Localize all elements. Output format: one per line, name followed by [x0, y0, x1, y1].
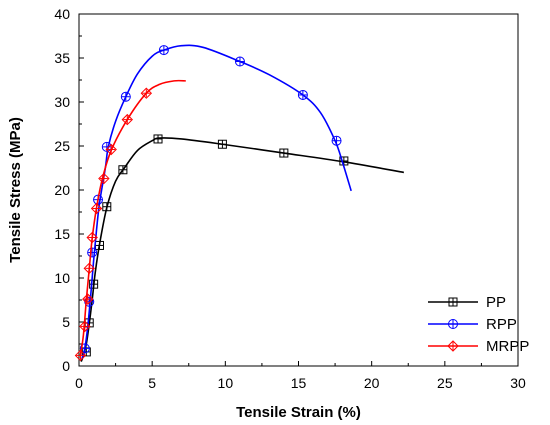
- marker-diamond-shape: [90, 202, 103, 215]
- x-tick-label: 30: [510, 375, 526, 391]
- data-point-mrpp: [140, 87, 153, 99]
- data-point-rpp: [120, 91, 131, 102]
- y-tick-label: 40: [54, 6, 70, 22]
- legend-item-pp: PP: [428, 294, 506, 311]
- legend-marker-pp: [448, 297, 458, 307]
- legend-label-rpp: RPP: [486, 316, 517, 333]
- x-tick-label: 5: [148, 375, 156, 391]
- data-point-rpp: [297, 89, 308, 100]
- marker-circle-shape: [79, 343, 90, 354]
- data-point-mrpp: [79, 320, 91, 333]
- plot-frame: [78, 13, 519, 367]
- x-tick-label: 15: [291, 375, 307, 391]
- y-axis-title: Tensile Stress (MPa): [7, 117, 24, 263]
- legend: PP RPP MRPP: [428, 294, 529, 355]
- marker-circle-shape: [234, 56, 245, 67]
- x-axis-title: Tensile Strain (%): [236, 404, 361, 421]
- series-line-pp: [80, 137, 404, 362]
- data-point-pp: [118, 165, 128, 175]
- x-axis: 0 5 10 15 20 25 30: [75, 361, 526, 391]
- marker-circle-shape: [120, 91, 131, 102]
- plot-area: 0 5 10 15 20 25 30 0 5 10 15 20 25 30 35 40: [54, 6, 526, 391]
- y-tick-label: 30: [54, 94, 70, 110]
- y-tick-label: 10: [54, 270, 70, 286]
- y-tick-label: 35: [54, 50, 70, 66]
- data-point-pp: [217, 139, 227, 149]
- marker-diamond-shape: [447, 340, 459, 352]
- data-point-rpp: [234, 56, 245, 67]
- y-tick-label: 0: [62, 358, 70, 374]
- x-tick-label: 25: [437, 375, 453, 391]
- marker-diamond-shape: [86, 231, 98, 244]
- data-point-mrpp: [83, 262, 95, 275]
- marker-diamond-shape: [83, 262, 95, 275]
- data-point-mrpp: [90, 202, 103, 215]
- marker-diamond-shape: [74, 349, 87, 362]
- x-tick-label: 0: [75, 375, 83, 391]
- data-point-pp: [153, 134, 163, 144]
- data-point-rpp: [158, 45, 169, 56]
- legend-item-mrpp: MRPP: [428, 338, 529, 355]
- data-point-rpp: [87, 247, 98, 258]
- series-mrpp: [74, 79, 186, 362]
- series-pp: [80, 134, 404, 362]
- series-layer: [74, 44, 404, 362]
- y-tick-label: 15: [54, 226, 70, 242]
- y-tick-label: 5: [62, 314, 70, 330]
- marker-diamond-shape: [121, 113, 133, 126]
- data-point-pp: [102, 202, 112, 212]
- marker-diamond-shape: [98, 172, 110, 185]
- data-point-mrpp: [86, 231, 98, 244]
- data-point-mrpp: [74, 349, 87, 362]
- marker-circle-shape: [297, 89, 308, 100]
- data-point-pp: [279, 148, 289, 158]
- y-axis: 0 5 10 15 20 25 30 35 40: [54, 6, 84, 374]
- legend-label-mrpp: MRPP: [486, 338, 529, 355]
- series-line-rpp: [81, 44, 352, 360]
- legend-item-rpp: RPP: [428, 316, 517, 333]
- marker-diamond-shape: [140, 87, 153, 99]
- legend-marker-mrpp: [447, 340, 459, 352]
- data-point-mrpp: [82, 293, 94, 305]
- marker-circle-shape: [158, 45, 169, 56]
- data-point-mrpp: [98, 172, 110, 185]
- data-point-mrpp: [121, 113, 133, 126]
- marker-circle-shape: [87, 247, 98, 258]
- marker-diamond-shape: [105, 143, 117, 156]
- data-point-pp: [94, 240, 104, 250]
- data-point-mrpp: [105, 143, 117, 156]
- x-tick-label: 10: [218, 375, 234, 391]
- data-point-rpp: [331, 135, 342, 146]
- series-line-mrpp: [79, 79, 186, 356]
- marker-circle-shape: [331, 135, 342, 146]
- x-tick-label: 20: [364, 375, 380, 391]
- y-tick-label: 20: [54, 182, 70, 198]
- marker-diamond-shape: [82, 293, 94, 305]
- legend-label-pp: PP: [486, 294, 506, 311]
- legend-marker-rpp: [448, 319, 458, 329]
- y-tick-label: 25: [54, 138, 70, 154]
- marker-diamond-shape: [79, 320, 91, 333]
- series-rpp: [79, 44, 352, 360]
- marker-circle-shape: [448, 319, 458, 329]
